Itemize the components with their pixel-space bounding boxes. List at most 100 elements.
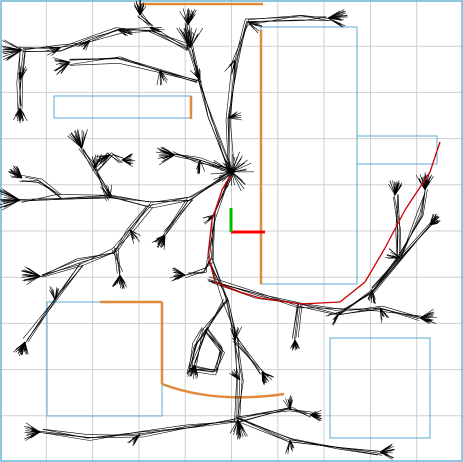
tree-edge <box>19 107 24 122</box>
path-segment <box>364 247 386 283</box>
tree-edge <box>111 231 133 254</box>
path-segment <box>207 219 213 256</box>
path-segment <box>339 281 366 303</box>
tree-edge <box>216 352 225 370</box>
tree-edge <box>151 199 191 203</box>
tree-edge <box>379 307 382 323</box>
tree-edge <box>119 63 161 74</box>
tree-edge <box>229 120 235 173</box>
tree-edge <box>294 304 299 341</box>
tree-edge <box>2 40 23 51</box>
tree-edge <box>246 20 304 22</box>
tree-edge <box>195 327 208 364</box>
tree-edge <box>0 199 21 205</box>
tree-edge <box>149 27 160 35</box>
tree-edge <box>140 11 153 28</box>
tree-edge <box>190 171 230 201</box>
tree-edge <box>239 378 243 417</box>
tree-edge <box>379 446 391 453</box>
tree-edge <box>119 274 126 284</box>
tree-edge <box>24 266 41 277</box>
tree-edge <box>227 117 243 121</box>
tree-edge <box>187 345 195 371</box>
tree-edge <box>221 171 233 183</box>
tree-edge <box>338 447 383 456</box>
tree-edge <box>186 24 194 49</box>
path-segment <box>239 291 261 299</box>
tree-edge <box>424 176 428 191</box>
tree-edge <box>182 8 189 26</box>
tree-edge <box>132 207 154 233</box>
tree-edge <box>58 197 113 200</box>
tree-edge <box>187 12 194 26</box>
tree-edge <box>236 378 238 418</box>
tree-edge <box>19 66 21 81</box>
tree-edge <box>371 226 430 293</box>
tree-edge <box>187 27 191 49</box>
tree-edge <box>21 270 41 277</box>
tree-edge <box>129 229 134 241</box>
tree-edge <box>234 329 238 341</box>
tree-edge <box>233 328 236 341</box>
tree-edge <box>187 272 207 274</box>
tree-edge <box>95 165 107 202</box>
tree-edge <box>56 194 112 196</box>
tree-edge <box>129 207 147 231</box>
tree-edge <box>222 302 239 340</box>
path-segment <box>259 297 301 305</box>
tree-edge <box>3 49 23 55</box>
tree-edge <box>185 271 204 279</box>
tree-edge <box>288 408 308 413</box>
tree-edge <box>213 160 233 173</box>
tree-edge <box>24 341 29 355</box>
tree-edge <box>236 420 290 443</box>
tree-edge <box>75 135 83 149</box>
tree-edge <box>198 77 212 119</box>
tree-edge <box>202 328 222 353</box>
tree-edge <box>205 301 224 334</box>
tree-edge <box>231 171 242 192</box>
tree-edge <box>27 431 41 439</box>
tree-edge <box>89 436 144 438</box>
tree-edge <box>175 153 199 160</box>
tree-edge <box>398 232 401 259</box>
tree-edge <box>227 118 230 175</box>
tree-edge <box>143 427 187 438</box>
tree-edge <box>42 429 88 439</box>
tree-edge <box>292 303 299 337</box>
tree-edge <box>0 199 21 208</box>
tree-edge <box>112 196 152 203</box>
tree-edge <box>429 213 434 226</box>
tree-edge <box>9 48 23 51</box>
tree-edge <box>222 162 233 173</box>
tree-edge <box>26 275 41 285</box>
tree-edge <box>50 291 56 301</box>
tree-edge <box>234 380 237 423</box>
tree-edge <box>287 439 340 448</box>
tree-edge <box>227 114 236 119</box>
obstacle-bottom-right-block <box>329 337 431 439</box>
tree-edge <box>187 32 191 49</box>
tree-edge <box>41 178 61 195</box>
tree-edge <box>186 364 196 375</box>
tree-edge <box>245 16 300 20</box>
tree-edge <box>67 56 121 66</box>
tree-edge <box>231 171 245 190</box>
tree-edge <box>111 152 123 164</box>
tree-edge <box>117 29 126 36</box>
robot-frame-axes <box>229 208 265 234</box>
tree-edge <box>196 327 209 344</box>
tree-edge <box>297 307 339 309</box>
tree-edge <box>188 174 229 198</box>
tree-edge <box>17 199 59 202</box>
tree-edge <box>371 222 431 288</box>
tree-edge <box>390 251 401 259</box>
tree-edge <box>162 234 166 247</box>
tree-edge <box>240 407 289 419</box>
tree-edge <box>333 311 341 323</box>
tree-edge <box>21 341 26 356</box>
tree-edge <box>422 177 426 191</box>
tree-edge <box>297 303 340 315</box>
tree-edge <box>60 61 71 74</box>
